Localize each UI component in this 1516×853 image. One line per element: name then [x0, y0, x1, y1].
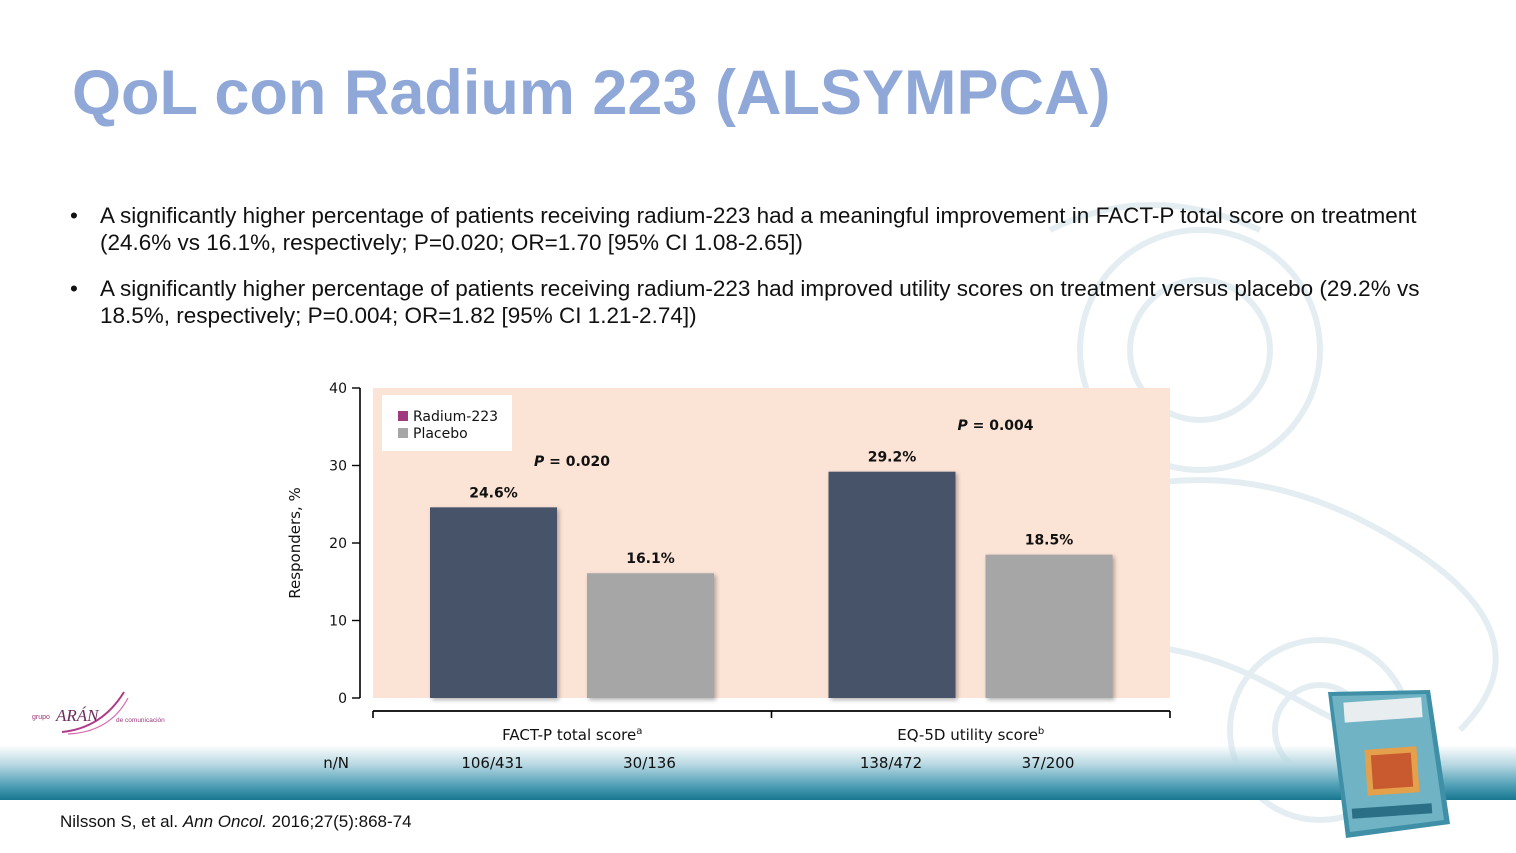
citation-authors: Nilsson S, et al. — [60, 812, 183, 831]
book-cover-image — [1328, 690, 1450, 838]
citation: Nilsson S, et al. Ann Oncol. 2016;27(5):… — [60, 812, 412, 832]
bullet-symbol: • — [70, 276, 78, 301]
nN-value: 30/136 — [623, 754, 676, 772]
bar-value-label: 24.6% — [469, 485, 518, 501]
citation-journal: Ann Oncol. — [182, 812, 267, 831]
legend-label: Radium-223 — [413, 409, 498, 425]
aran-logo: grupo ARÁN de comunicación — [32, 688, 172, 738]
legend-swatch — [398, 428, 408, 438]
bullet-item: • A significantly higher percentage of p… — [70, 202, 1450, 256]
bar — [430, 507, 557, 698]
p-value-symbol: P — [957, 418, 968, 434]
p-value-label: P = 0.020 — [534, 454, 610, 470]
citation-details: 2016;27(5):868-74 — [266, 812, 412, 831]
x-category-label: EQ-5D utility scoreb — [897, 726, 1044, 744]
nN-row-label: n/N — [323, 754, 349, 772]
y-axis: 0 10 20 30 40 — [329, 381, 361, 707]
y-tick-label: 40 — [329, 381, 347, 397]
x-category-label: FACT-P total scorea — [502, 726, 642, 744]
logo-swoosh-icon — [61, 691, 129, 735]
bar — [828, 471, 956, 698]
legend-label: Placebo — [413, 426, 468, 442]
bar-value-label: 29.2% — [868, 450, 917, 466]
x-axis: n/N — [323, 710, 1171, 772]
slide-title: QoL con Radium 223 (ALSYMPCA) — [72, 58, 1111, 128]
logo-prefix: grupo — [32, 714, 50, 721]
x-category-superscript: b — [1038, 726, 1044, 737]
bullet-item: • A significantly higher percentage of p… — [70, 275, 1450, 329]
bar-value-label: 18.5% — [1025, 533, 1074, 549]
legend-box — [382, 395, 512, 451]
bullet-symbol: • — [70, 203, 78, 228]
x-category-text: FACT-P total score — [502, 726, 636, 744]
x-category-superscript: a — [636, 726, 642, 737]
p-value-text: = 0.004 — [968, 418, 1034, 434]
y-tick-label: 20 — [329, 536, 347, 552]
p-value-label: P = 0.004 — [957, 418, 1033, 434]
y-tick-label: 30 — [329, 459, 347, 475]
logo-name: ARÁN — [56, 706, 99, 725]
bar — [587, 573, 714, 698]
x-category-text: EQ-5D utility score — [897, 726, 1038, 744]
nN-value: 37/200 — [1022, 754, 1075, 772]
legend-swatch — [398, 411, 408, 421]
y-tick-label: 0 — [338, 691, 347, 707]
bar-value-label: 16.1% — [626, 551, 675, 567]
labels-layer: 24.6% 106/431 16.1% 30/136 FACT-P total scor… — [461, 418, 1074, 772]
p-value-symbol: P — [534, 454, 545, 470]
bar — [985, 554, 1113, 698]
bullet-text: A significantly higher percentage of pat… — [100, 276, 1420, 328]
logo-suffix: de comunicación — [116, 717, 165, 724]
bullet-list: • A significantly higher percentage of p… — [70, 202, 1450, 348]
nN-value: 106/431 — [461, 754, 523, 772]
bullet-text: A significantly higher percentage of pat… — [100, 203, 1417, 255]
y-axis-label: Responders, % — [286, 487, 304, 599]
bars-layer — [430, 471, 1113, 698]
y-tick-label: 10 — [329, 614, 347, 630]
p-value-text: = 0.020 — [544, 454, 610, 470]
nN-value: 138/472 — [860, 754, 922, 772]
footer-band — [0, 745, 1516, 800]
